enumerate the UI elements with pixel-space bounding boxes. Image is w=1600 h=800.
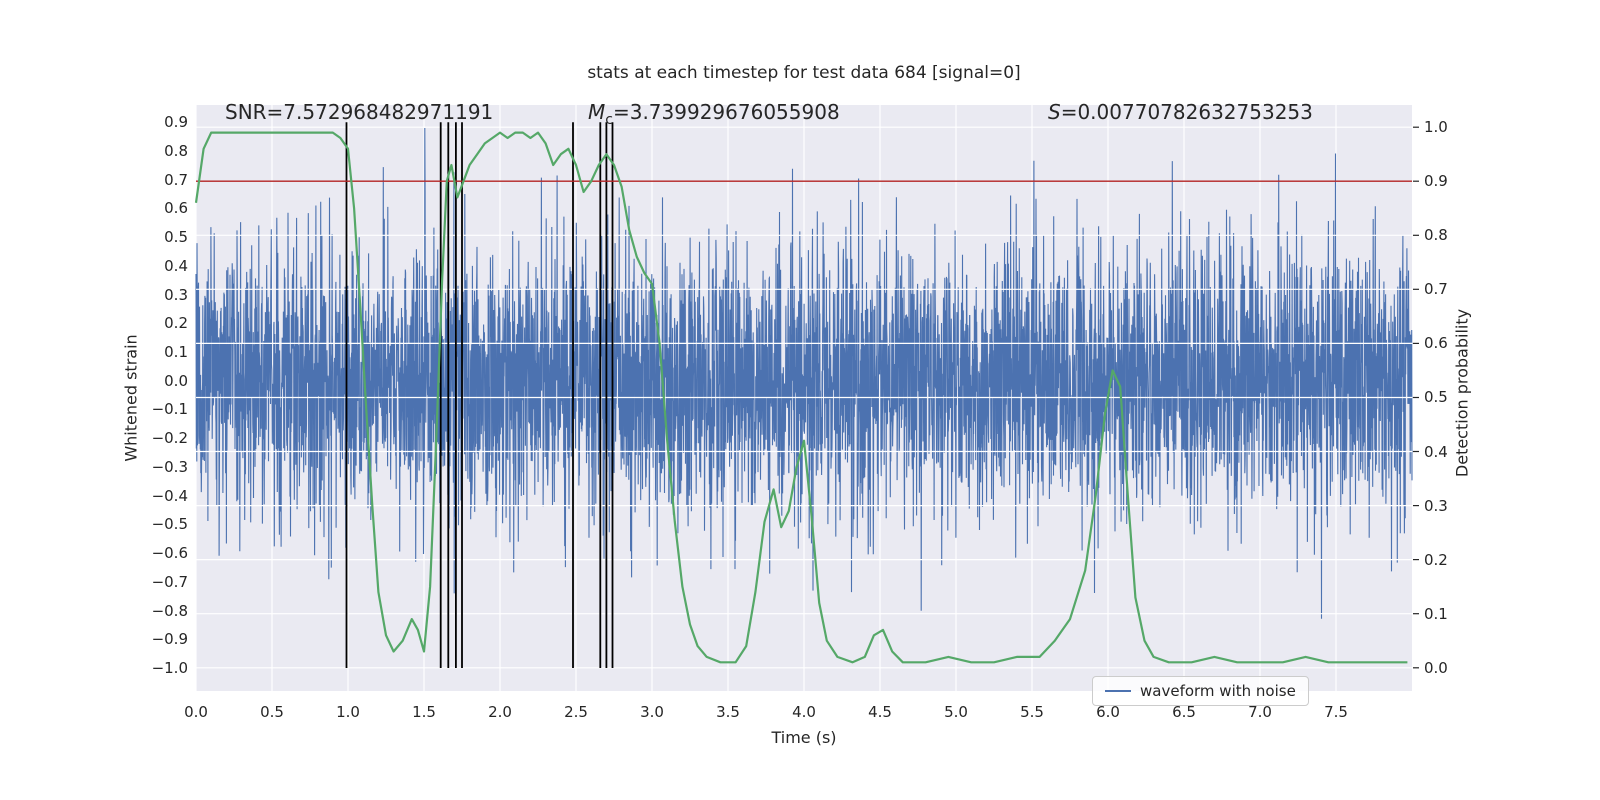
chirp-mass-subscript: c [605,112,613,128]
chirp-mass-annotation: Mc=3.739929676055908 [588,100,840,128]
statistic-annotation: S=0.00770782632753253 [1048,100,1313,124]
x-tick-label: 3.5 [716,703,740,721]
x-tick-label: 7.0 [1248,703,1272,721]
y-tick-label-left: −0.5 [151,515,188,534]
y-tick-label-right: 1.0 [1424,118,1448,137]
y-tick-label-left: 0.4 [164,256,188,275]
snr-annotation-text: SNR=7.572968482971191 [225,100,494,124]
y-tick-label-left: 0.3 [164,285,188,304]
chirp-mass-symbol: M [588,100,606,124]
y-tick-label-right: 0.5 [1424,388,1448,407]
statistic-value: =0.00770782632753253 [1060,100,1313,124]
y-tick-label-left: −1.0 [151,659,188,678]
y-tick-label-left: 0.6 [164,199,188,218]
y-tick-label-right: 0.6 [1424,334,1448,353]
waveform-noise-line [195,127,1413,619]
chirp-mass-value: =3.739929676055908 [612,100,840,124]
x-tick-label: 3.0 [640,703,664,721]
detection-probability-line [194,131,1408,664]
snr-annotation: SNR=7.572968482971191 [225,100,493,124]
y-axis-label-right: Detection probability [1452,308,1472,478]
y-tick-label-left: 0.2 [164,314,188,333]
legend-label: waveform with noise [1140,682,1296,700]
y-tick-label-left: −0.7 [151,572,188,591]
x-tick-label: 1.5 [412,703,436,721]
y-tick-label-right: 0.9 [1424,172,1448,191]
x-tick-label: 2.5 [564,703,588,721]
y-tick-label-left: −0.4 [151,486,188,505]
x-tick-label: 2.0 [488,703,512,721]
y-tick-label-left: −0.1 [151,400,188,419]
y-tick-label-left: −0.2 [151,429,188,448]
x-tick-label: 4.5 [868,703,892,721]
y-tick-label-left: 0.0 [164,371,188,390]
x-axis-label: Time (s) [771,728,837,747]
x-tick-label: 7.5 [1324,703,1348,721]
y-tick-label-left: −0.3 [151,457,188,476]
x-tick-label: 6.0 [1096,703,1120,721]
y-tick-label-right: 0.3 [1424,496,1448,515]
y-axis-label-left: Whitened strain [121,334,141,462]
y-tick-label-right: 0.4 [1424,442,1448,461]
x-tick-label: 0.0 [184,703,208,721]
x-tick-label: 1.0 [336,703,360,721]
y-tick-label-left: −0.8 [151,601,188,620]
y-tick-label-left: −0.9 [151,630,188,649]
y-tick-label-right: 0.1 [1424,604,1448,623]
x-tick-label: 0.5 [260,703,284,721]
y-tick-label-left: −0.6 [151,544,188,563]
y-tick-label-left: 0.9 [164,113,188,132]
y-tick-label-right: 0.7 [1424,280,1448,299]
y-tick-label-left: 0.7 [164,170,188,189]
x-tick-label: 5.5 [1020,703,1044,721]
y-tick-label-left: 0.8 [164,141,188,160]
x-tick-label: 4.0 [792,703,816,721]
chart-title: stats at each timestep for test data 684… [587,63,1021,83]
legend-line-sample [1105,690,1131,692]
y-tick-label-right: 0.2 [1424,550,1448,569]
y-tick-label-right: 0.8 [1424,226,1448,245]
x-tick-label: 6.5 [1172,703,1196,721]
y-tick-label-left: 0.5 [164,228,188,247]
statistic-symbol: S [1048,100,1061,124]
x-tick-label: 5.0 [944,703,968,721]
y-tick-label-right: 0.0 [1424,658,1448,677]
legend: waveform with noise [1092,676,1309,706]
y-tick-label-left: 0.1 [164,343,188,362]
